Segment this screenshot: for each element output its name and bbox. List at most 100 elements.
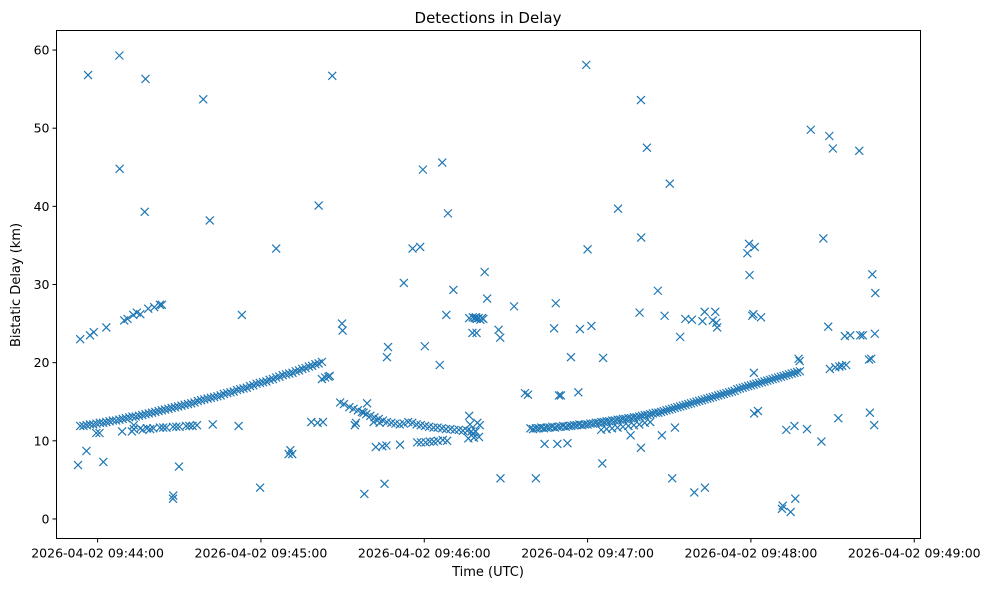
data-point — [212, 391, 222, 401]
data-point — [745, 270, 754, 280]
data-point — [670, 403, 680, 413]
data-point — [712, 323, 722, 332]
data-point — [746, 380, 756, 390]
data-point — [443, 208, 453, 218]
data-point — [586, 321, 596, 331]
data-point — [235, 384, 245, 394]
data-point — [327, 71, 337, 81]
data-point — [670, 423, 680, 432]
data-point — [700, 483, 710, 493]
data-point — [581, 60, 591, 70]
x-tick-label: 2026-04-02 09:45:00 — [195, 546, 328, 561]
x-tick-label: 2026-04-02 09:44:00 — [31, 546, 164, 561]
data-point — [415, 242, 425, 252]
data-point — [111, 416, 121, 425]
x-axis-label: Time (UTC) — [451, 565, 524, 580]
data-point — [665, 179, 675, 189]
data-point — [301, 363, 310, 373]
data-point — [573, 387, 583, 397]
data-point — [381, 441, 391, 450]
data-point — [753, 406, 763, 416]
data-points — [73, 51, 880, 517]
data-point — [144, 409, 154, 418]
data-point — [549, 323, 559, 333]
data-point — [82, 446, 91, 456]
data-point — [101, 323, 111, 332]
data-point — [131, 412, 141, 422]
data-point — [659, 406, 669, 416]
data-point — [351, 418, 361, 428]
data-point — [792, 367, 802, 377]
data-point — [121, 413, 131, 423]
data-point — [192, 420, 202, 430]
data-point — [643, 410, 652, 420]
data-point — [75, 334, 85, 344]
data-point — [158, 423, 168, 432]
data-point — [724, 387, 734, 397]
data-point — [779, 371, 789, 381]
data-point — [79, 421, 88, 431]
data-point — [357, 407, 367, 417]
data-point — [700, 394, 710, 404]
data-point — [749, 380, 759, 389]
data-point — [248, 380, 258, 390]
x-tick-label: 2026-04-02 09:49:00 — [848, 546, 981, 561]
data-point — [288, 368, 297, 378]
data-point — [314, 201, 324, 210]
data-point — [634, 419, 644, 429]
data-point — [268, 374, 278, 384]
data-point — [692, 397, 701, 407]
data-point — [171, 422, 181, 432]
data-point — [287, 449, 297, 459]
data-point — [463, 434, 473, 443]
data-point — [825, 364, 835, 374]
data-point — [700, 307, 710, 317]
data-point — [478, 314, 488, 324]
data-point — [261, 376, 271, 386]
data-point — [681, 400, 691, 410]
data-point — [721, 388, 731, 398]
data-point — [157, 405, 167, 415]
data-point — [683, 399, 693, 409]
data-point — [468, 312, 478, 322]
data-point — [747, 311, 757, 321]
data-point — [867, 269, 877, 279]
data-point — [468, 328, 477, 338]
data-point — [437, 158, 447, 168]
data-point — [255, 483, 265, 493]
data-point — [141, 409, 150, 419]
data-point — [239, 384, 248, 393]
data-point — [632, 412, 642, 422]
data-point — [656, 407, 666, 417]
data-point — [441, 424, 451, 434]
y-axis: 0 10 20 30 40 50 60 — [34, 43, 57, 526]
data-point — [563, 438, 572, 448]
data-point — [271, 244, 281, 253]
data-point — [155, 423, 165, 432]
data-point — [750, 242, 760, 252]
data-point — [429, 423, 438, 432]
data-point — [117, 427, 127, 436]
data-point — [275, 372, 284, 382]
data-point — [145, 424, 155, 434]
data-point — [705, 393, 715, 403]
x-tick-label: 2026-04-02 09:46:00 — [358, 546, 491, 561]
data-point — [324, 372, 333, 382]
data-point — [83, 70, 93, 80]
data-point — [464, 411, 474, 421]
data-point — [408, 244, 417, 253]
data-point — [216, 391, 226, 400]
data-point — [234, 421, 244, 431]
data-point — [186, 398, 196, 408]
data-point — [662, 405, 671, 415]
data-point — [710, 307, 720, 317]
data-point — [199, 394, 209, 404]
y-tick-label: 50 — [34, 121, 50, 136]
data-point — [757, 377, 767, 387]
data-point — [760, 376, 769, 386]
y-tick-label: 0 — [42, 511, 50, 526]
data-point — [866, 354, 876, 364]
data-point — [781, 425, 791, 435]
data-point — [711, 391, 720, 401]
